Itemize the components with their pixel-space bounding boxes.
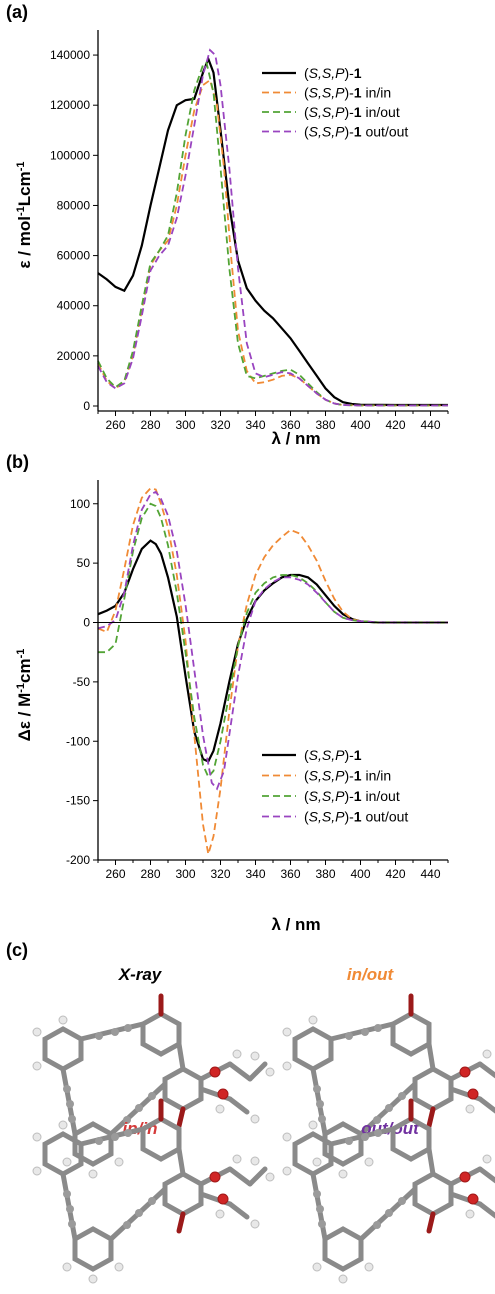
series-line-out-out — [97, 48, 448, 407]
y-tick-label: -200 — [66, 853, 90, 867]
y-tick-label: 40000 — [57, 299, 91, 313]
x-axis-label: λ / nm — [271, 915, 320, 934]
x-tick-label: 380 — [315, 418, 335, 432]
panel-label-c: (c) — [6, 940, 28, 960]
x-tick-label: 380 — [315, 867, 335, 881]
x-tick-label: 280 — [140, 418, 160, 432]
x-tick-label: 260 — [105, 418, 125, 432]
legend-entry: (S,S,P)-1 — [304, 747, 362, 763]
x-tick-label: 260 — [105, 867, 125, 881]
y-axis-label: ε / mol-1Lcm-1 — [15, 161, 34, 268]
y-tick-label: 100 — [70, 497, 90, 511]
y-tick-label: -50 — [73, 675, 91, 689]
ecd-chart: 260 280 300 320 340 360 380 400 420 440 -200 -150 -1… — [15, 480, 449, 934]
x-tick-label: 400 — [350, 867, 370, 881]
structure-in-out: in/out — [283, 965, 495, 1178]
absorption-chart: 260 280 300 320 340 360 380 400 420 440 0 20000 4000… — [15, 30, 449, 448]
y-tick-label: 120000 — [50, 98, 90, 112]
x-tick-label: 340 — [245, 867, 265, 881]
x-tick-label: 340 — [245, 418, 265, 432]
series-line-out-out — [97, 490, 448, 791]
x-tick-label: 300 — [175, 418, 195, 432]
x-tick-label: 420 — [385, 867, 405, 881]
structure-caption-in-out: in/out — [347, 965, 395, 984]
legend: (S,S,P)-1 (S,S,P)-1 in/in (S,S,P)-1 in/out… — [262, 65, 408, 140]
x-tick-label: 440 — [420, 418, 440, 432]
y-tick-label: 100000 — [50, 148, 90, 162]
x-tick-label: 420 — [385, 418, 405, 432]
x-tick-label: 360 — [280, 418, 300, 432]
y-tick-label: -150 — [66, 794, 90, 808]
series-line-in-out — [98, 502, 448, 779]
legend-entry: (S,S,P)-1 out/out — [304, 124, 408, 140]
x-tick-label: 280 — [140, 867, 160, 881]
structure-caption-xray: X-ray — [118, 965, 163, 984]
legend: (S,S,P)-1 (S,S,P)-1 in/in (S,S,P)-1 in/out… — [262, 747, 408, 825]
structure-in-in: in/in — [33, 1101, 274, 1283]
legend-entry: (S,S,P)-1 — [304, 65, 362, 81]
y-tick-label: 140000 — [50, 48, 90, 62]
series-line-exp — [97, 539, 448, 763]
legend-entry: (S,S,P)-1 in/in — [304, 85, 391, 101]
y-tick-label: 20000 — [57, 349, 91, 363]
y-tick-label: -100 — [66, 734, 90, 748]
panel-label-a: (a) — [6, 2, 28, 22]
x-tick-label: 320 — [210, 867, 230, 881]
x-tick-label: 440 — [420, 867, 440, 881]
structure-xray: X-ray — [33, 965, 274, 1178]
x-tick-label: 300 — [175, 867, 195, 881]
x-tick-label: 400 — [350, 418, 370, 432]
y-tick-label: 0 — [83, 616, 90, 630]
x-tick-label: 360 — [280, 867, 300, 881]
y-tick-label: 50 — [77, 556, 91, 570]
y-tick-label: 80000 — [57, 198, 91, 212]
legend-entry: (S,S,P)-1 in/out — [304, 104, 400, 120]
panel-label-b: (b) — [6, 452, 29, 472]
x-axis-label: λ / nm — [271, 429, 320, 448]
structure-out-out: out/out — [283, 1101, 495, 1283]
molecular-structures: X-ray in/out in/in out/out — [0, 965, 495, 1294]
legend-entry: (S,S,P)-1 in/out — [304, 788, 400, 804]
legend-entry: (S,S,P)-1 in/in — [304, 768, 391, 784]
y-tick-label: 0 — [83, 399, 90, 413]
series-line-exp — [97, 55, 448, 407]
y-axis-label: Δε / M-1cm-1 — [15, 649, 34, 742]
legend-entry: (S,S,P)-1 out/out — [304, 809, 408, 825]
y-tick-label: 60000 — [57, 249, 91, 263]
x-tick-label: 320 — [210, 418, 230, 432]
series-line-in-in — [97, 487, 448, 855]
series-line-in-out — [97, 61, 448, 407]
